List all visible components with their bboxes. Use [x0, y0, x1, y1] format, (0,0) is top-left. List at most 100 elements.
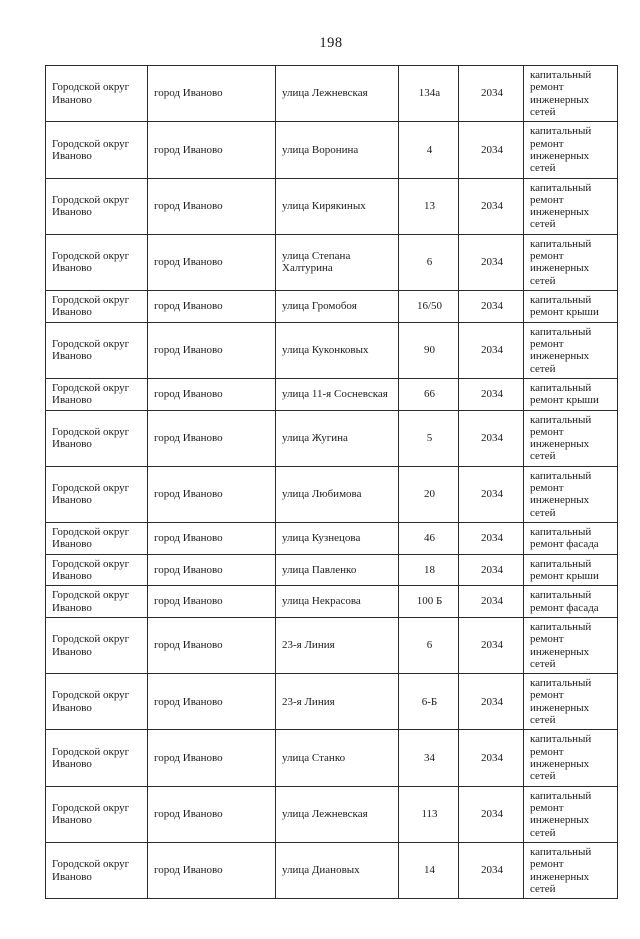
- table-row: Городской округ Иваново город Иваново улиц…: [45, 64, 618, 123]
- cell-city: город Иваново: [147, 673, 276, 731]
- cell-work: капитальный ремонт фасада: [523, 585, 618, 618]
- cell-work: капитальный ремонт инженерных сетей: [523, 465, 618, 524]
- table-row: Городской округ Иваново город Иваново улиц…: [45, 785, 618, 843]
- cell-year: 2034: [458, 729, 524, 787]
- table-row: Городской округ Иваново город Иваново улиц…: [45, 465, 618, 524]
- table-row: Городской округ Иваново город Иваново улиц…: [45, 121, 618, 179]
- table-row: Городской округ Иваново город Иваново улиц…: [45, 729, 618, 787]
- cell-work: капитальный ремонт инженерных сетей: [523, 321, 618, 379]
- cell-house: 100 Б: [398, 585, 459, 618]
- cell-year: 2034: [458, 177, 524, 235]
- cell-city: город Иваново: [147, 177, 276, 235]
- table-row: Городской округ Иваново город Иваново улиц…: [45, 233, 618, 292]
- cell-house: 34: [398, 729, 459, 787]
- cell-work: капитальный ремонт инженерных сетей: [523, 64, 618, 123]
- cell-district: Городской округ Иваново: [45, 377, 148, 411]
- cell-district: Городской округ Иваново: [45, 121, 148, 179]
- cell-house: 6: [398, 616, 459, 675]
- cell-city: город Иваново: [147, 233, 276, 292]
- cell-district: Городской округ Иваново: [45, 465, 148, 524]
- table-row: Городской округ Иваново город Иваново улиц…: [45, 841, 618, 900]
- cell-year: 2034: [458, 522, 524, 555]
- cell-year: 2034: [458, 841, 524, 900]
- cell-district: Городской округ Иваново: [45, 553, 148, 587]
- table-row: Городской округ Иваново город Иваново улиц…: [45, 290, 618, 323]
- cell-house: 18: [398, 553, 459, 587]
- cell-house: 90: [398, 321, 459, 379]
- cell-street: улица Куконковых: [275, 321, 399, 379]
- cell-street: улица Павленко: [275, 553, 399, 587]
- page-number: 198: [319, 35, 343, 51]
- cell-house: 16/50: [398, 290, 459, 323]
- cell-district: Городской округ Иваново: [45, 522, 148, 555]
- cell-year: 2034: [458, 616, 524, 675]
- cell-city: город Иваново: [147, 321, 276, 379]
- cell-street: улица Лежневская: [275, 64, 399, 123]
- cell-year: 2034: [458, 64, 524, 123]
- table-row: Городской округ Иваново город Иваново улиц…: [45, 553, 618, 587]
- cell-city: город Иваново: [147, 729, 276, 787]
- cell-year: 2034: [458, 409, 524, 467]
- cell-street: улица Кирякиных: [275, 177, 399, 235]
- cell-work: капитальный ремонт инженерных сетей: [523, 729, 618, 787]
- cell-work: капитальный ремонт фасада: [523, 522, 618, 555]
- cell-street: 23-я Линия: [275, 616, 399, 675]
- cell-city: город Иваново: [147, 785, 276, 843]
- cell-work: капитальный ремонт инженерных сетей: [523, 841, 618, 900]
- cell-house: 6: [398, 233, 459, 292]
- table-row: Городской округ Иваново город Иваново улиц…: [45, 522, 618, 555]
- cell-house: 46: [398, 522, 459, 555]
- cell-house: 134а: [398, 64, 459, 123]
- cell-house: 6-Б: [398, 673, 459, 731]
- cell-street: улица Станко: [275, 729, 399, 787]
- cell-district: Городской округ Иваново: [45, 409, 148, 467]
- cell-house: 4: [398, 121, 459, 179]
- cell-district: Городской округ Иваново: [45, 321, 148, 379]
- cell-city: город Иваново: [147, 585, 276, 618]
- cell-street: улица Жугина: [275, 409, 399, 467]
- table-row: Городской округ Иваново город Иваново улиц…: [45, 377, 618, 411]
- cell-street: улица Кузнецова: [275, 522, 399, 555]
- cell-house: 14: [398, 841, 459, 900]
- cell-street: улица Некрасова: [275, 585, 399, 618]
- cell-house: 66: [398, 377, 459, 411]
- cell-work: капитальный ремонт инженерных сетей: [523, 785, 618, 843]
- document-page: 198 Городской округ Иваново город Иваново…: [0, 34, 640, 939]
- cell-year: 2034: [458, 553, 524, 587]
- cell-district: Городской округ Иваново: [45, 290, 148, 323]
- cell-work: капитальный ремонт крыши: [523, 553, 618, 587]
- cell-city: город Иваново: [147, 841, 276, 900]
- cell-year: 2034: [458, 321, 524, 379]
- cell-district: Городской округ Иваново: [45, 841, 148, 900]
- cell-work: капитальный ремонт инженерных сетей: [523, 177, 618, 235]
- cell-city: город Иваново: [147, 522, 276, 555]
- cell-district: Городской округ Иваново: [45, 233, 148, 292]
- repair-schedule-table: Городской округ Иваново город Иваново улиц…: [45, 64, 618, 900]
- cell-city: город Иваново: [147, 465, 276, 524]
- cell-street: улица 11-я Сосневская: [275, 377, 399, 411]
- cell-year: 2034: [458, 785, 524, 843]
- table-row: Городской округ Иваново город Иваново улиц…: [45, 321, 618, 379]
- cell-city: город Иваново: [147, 64, 276, 123]
- cell-district: Городской округ Иваново: [45, 585, 148, 618]
- cell-street: улица Любимова: [275, 465, 399, 524]
- cell-work: капитальный ремонт инженерных сетей: [523, 233, 618, 292]
- cell-city: город Иваново: [147, 290, 276, 323]
- cell-street: улица Громобоя: [275, 290, 399, 323]
- table-body: Городской округ Иваново город Иваново улиц…: [45, 64, 618, 900]
- cell-year: 2034: [458, 465, 524, 524]
- cell-work: капитальный ремонт инженерных сетей: [523, 673, 618, 731]
- cell-city: город Иваново: [147, 553, 276, 587]
- cell-year: 2034: [458, 233, 524, 292]
- cell-street: 23-я Линия: [275, 673, 399, 731]
- cell-work: капитальный ремонт крыши: [523, 377, 618, 411]
- table-row: Городской округ Иваново город Иваново улиц…: [45, 585, 618, 618]
- cell-work: капитальный ремонт крыши: [523, 290, 618, 323]
- cell-street: улица Диановых: [275, 841, 399, 900]
- cell-house: 113: [398, 785, 459, 843]
- cell-house: 5: [398, 409, 459, 467]
- cell-city: город Иваново: [147, 616, 276, 675]
- cell-district: Городской округ Иваново: [45, 177, 148, 235]
- cell-house: 13: [398, 177, 459, 235]
- table-row: Городской округ Иваново город Иваново 23-я…: [45, 673, 618, 731]
